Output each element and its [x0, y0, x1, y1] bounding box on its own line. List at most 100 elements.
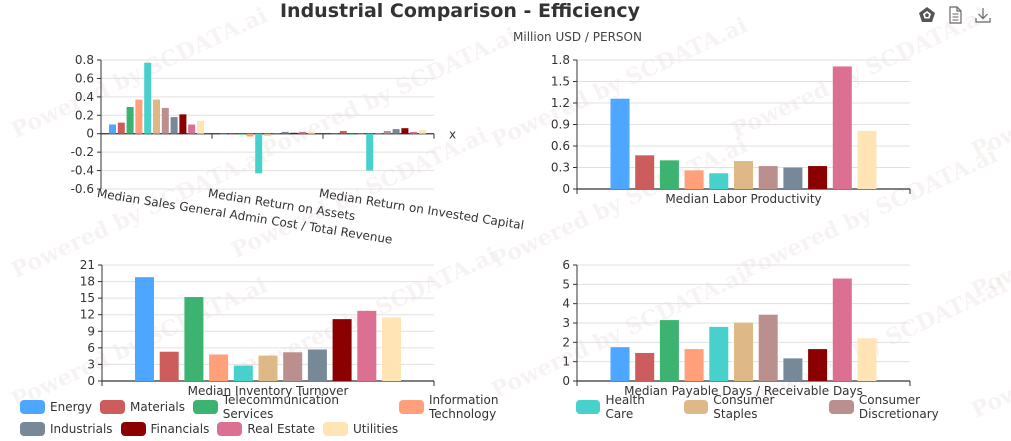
- legend-swatch: [217, 422, 243, 436]
- legend-row: Energy Materials Telecommunication Service…: [20, 393, 1010, 421]
- legend-item[interactable]: Information Technology: [399, 393, 567, 421]
- legend-item[interactable]: Telecommunication Services: [193, 393, 391, 421]
- bar-industrials: [281, 131, 289, 134]
- y-tick-label: 0.3: [551, 161, 570, 175]
- bar-telecommunication-services: [659, 320, 679, 381]
- bar-financials: [401, 128, 409, 134]
- bar-materials: [339, 130, 347, 134]
- y-tick-label: 5: [562, 277, 570, 291]
- legend-swatch: [399, 400, 424, 414]
- chart1: 0.80.60.40.20-0.2-0.4-0.6 Median Sales Ge…: [71, 53, 525, 247]
- bar-information-technology: [246, 133, 254, 137]
- y-tick-label: 0: [562, 182, 570, 196]
- legend-swatch: [323, 422, 349, 436]
- bar-information-technology: [357, 133, 365, 135]
- bar-utilities: [857, 338, 877, 381]
- bar-telecommunication-services: [237, 133, 245, 135]
- legend-label: Utilities: [353, 422, 399, 436]
- bar-industrials: [307, 349, 327, 381]
- x-axis-name: x: [449, 128, 456, 142]
- bar-real-estate: [410, 131, 418, 134]
- bar-consumer-discretionary: [758, 166, 778, 189]
- y-tick-label: 21: [80, 258, 95, 272]
- bar-consumer-staples: [734, 322, 753, 381]
- legend-item[interactable]: Real Estate: [217, 422, 315, 436]
- y-tick-label: 12: [80, 308, 95, 322]
- legend-item[interactable]: Health Care: [575, 393, 676, 421]
- y-tick-label: 0.6: [75, 71, 94, 85]
- bar-energy: [331, 133, 338, 135]
- bar-consumer-staples: [258, 355, 278, 381]
- bar-consumer-discretionary: [161, 107, 169, 134]
- bar-energy: [220, 133, 227, 135]
- bar-real-estate: [832, 278, 852, 381]
- legend-row: Industrials Financials Real Estate Utilitie…: [20, 418, 1010, 440]
- y-tick-label: -0.2: [71, 145, 94, 159]
- legend-swatch: [120, 422, 146, 436]
- bar-real-estate: [299, 131, 307, 134]
- bar-health-care: [144, 62, 152, 134]
- x-category-label: Median Labor Productivity: [665, 192, 821, 206]
- bar-real-estate: [357, 310, 377, 381]
- bar-consumer-discretionary: [272, 133, 280, 134]
- bar-consumer-staples: [153, 99, 160, 134]
- legend-item[interactable]: Financials: [120, 422, 210, 436]
- bar-materials: [635, 352, 655, 381]
- bar-industrials: [170, 117, 178, 134]
- legend-swatch: [20, 400, 45, 414]
- y-tick-label: 0.2: [75, 108, 94, 122]
- bar-telecommunication-services: [348, 133, 356, 135]
- bar-health-care: [233, 365, 253, 381]
- legend: Energy Materials Telecommunication Service…: [20, 393, 1010, 440]
- bar-health-care: [709, 326, 729, 381]
- y-tick-label: -0.6: [71, 182, 94, 196]
- bar-health-care: [255, 133, 263, 174]
- bar-consumer-discretionary: [383, 130, 391, 134]
- y-tick-label: 0.4: [75, 90, 94, 104]
- bar-utilities: [419, 130, 426, 134]
- download-icon[interactable]: [974, 6, 992, 24]
- legend-swatch: [829, 400, 854, 414]
- y-tick-label: 9: [87, 324, 95, 338]
- bar-materials: [635, 155, 655, 189]
- y-tick-label: 18: [80, 275, 95, 289]
- y-tick-label: 3: [87, 357, 95, 371]
- y-tick-label: 4: [562, 297, 570, 311]
- x-category-label: Median Inventory Turnover: [188, 384, 349, 398]
- data-view-icon[interactable]: [918, 6, 936, 24]
- bar-consumer-staples: [375, 133, 382, 134]
- legend-item[interactable]: Utilities: [323, 422, 398, 436]
- y-tick-label: 0: [87, 374, 95, 388]
- bar-telecommunication-services: [126, 106, 134, 134]
- legend-label: Consumer Staples: [713, 393, 775, 421]
- legend-label: Telecommunication Services: [222, 393, 339, 421]
- bar-utilities: [857, 130, 877, 189]
- legend-item[interactable]: Industrials: [20, 422, 113, 436]
- legend-swatch: [20, 422, 45, 436]
- bar-consumer-staples: [264, 133, 271, 136]
- bar-utilities: [382, 317, 401, 381]
- bar-energy: [109, 124, 116, 134]
- bar-industrials: [783, 167, 803, 189]
- chart-subtitle: Million USD / PERSON: [513, 30, 642, 44]
- y-tick-label: 0: [86, 127, 94, 141]
- y-tick-label: 0: [562, 374, 570, 388]
- legend-item[interactable]: Materials: [100, 400, 185, 414]
- bar-materials: [117, 122, 125, 134]
- y-tick-label: 1.2: [551, 96, 570, 110]
- bar-consumer-discretionary: [283, 352, 303, 381]
- legend-swatch: [683, 400, 709, 414]
- legend-item[interactable]: Consumer Discretionary: [829, 393, 1002, 421]
- y-tick-label: 0.9: [551, 118, 570, 132]
- y-tick-label: 0.8: [75, 53, 94, 67]
- bar-financials: [808, 349, 828, 381]
- legend-label: Financials: [150, 422, 210, 436]
- y-tick-label: -0.4: [71, 164, 94, 178]
- bar-financials: [332, 319, 352, 381]
- legend-swatch: [193, 400, 218, 414]
- bar-utilities: [308, 131, 315, 134]
- legend-item[interactable]: Consumer Staples: [683, 393, 822, 421]
- y-tick-label: 6: [87, 341, 95, 355]
- legend-item[interactable]: Energy: [20, 400, 92, 414]
- document-icon[interactable]: [946, 6, 964, 24]
